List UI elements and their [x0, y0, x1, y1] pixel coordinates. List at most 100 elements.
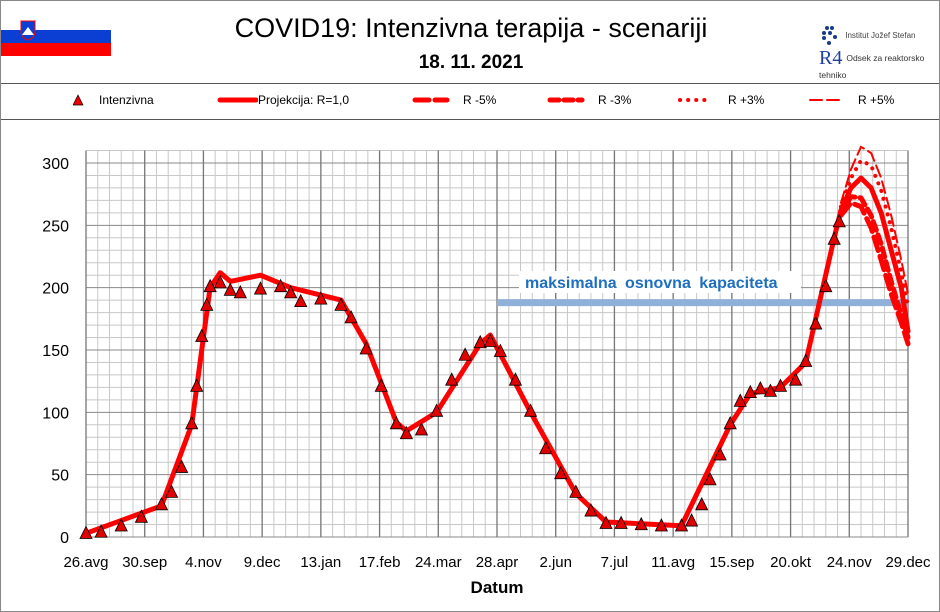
chart-title: COVID19: Intenzivna terapija - scenariji [234, 13, 708, 43]
observed-point [508, 372, 523, 386]
chart-date: 18. 11. 2021 [418, 52, 524, 73]
legend-item: R -5% [411, 93, 496, 107]
observed-point [703, 472, 717, 486]
observed-point [174, 459, 189, 473]
r4-logo: R4 Odsek za reaktorsko tehniko [819, 47, 939, 80]
observed-point [599, 515, 613, 529]
legend-label: R +5% [858, 93, 895, 107]
x-tick-label: 28.apr [476, 554, 519, 571]
x-tick-label: 24.nov [827, 554, 873, 571]
observed-point [473, 334, 487, 349]
observed-point [185, 415, 199, 430]
divider [1, 119, 939, 120]
x-tick-label: 2.jun [539, 554, 572, 571]
observed-point [134, 509, 149, 523]
series-line-outline [839, 145, 909, 295]
observed-point [674, 518, 689, 532]
x-tick-label: 17.feb [359, 554, 401, 571]
observed-point [374, 378, 388, 392]
observed-point [695, 496, 709, 511]
observed-point [523, 403, 538, 417]
legend-swatch-icon [73, 94, 84, 106]
ijs-dots-icon [822, 26, 837, 45]
legend-label: R -5% [463, 93, 497, 107]
observed-point [344, 309, 358, 324]
observed-point [614, 515, 628, 529]
observed-point [809, 316, 823, 330]
divider [1, 83, 939, 84]
observed-point [569, 484, 583, 498]
observed-point [733, 393, 747, 407]
observed-point [233, 285, 247, 299]
x-tick-label: 30.sep [122, 554, 167, 571]
legend-item: R +5% [806, 93, 894, 107]
observed-point [799, 353, 813, 367]
x-axis-label: Datum [471, 578, 524, 597]
observed-point [200, 297, 214, 311]
observed-point [713, 447, 727, 461]
observed-point [284, 285, 298, 299]
observed-point [684, 513, 699, 527]
observed-point [584, 503, 598, 517]
observed-point [429, 403, 444, 417]
observed-point [458, 347, 472, 361]
observed-point [334, 297, 348, 311]
x-tick-label: 11.avg [651, 554, 695, 571]
observed-point [539, 440, 553, 455]
observed-point [554, 465, 568, 480]
legend-item: Projekcija: R=1,0 [216, 93, 349, 107]
y-tick-label: 150 [42, 343, 69, 360]
x-tick-label: 13.jan [300, 554, 341, 571]
y-tick-label: 100 [42, 405, 69, 422]
observed-point [827, 231, 841, 245]
legend-swatch-icon [809, 99, 843, 101]
x-tick-label: 7.jul [601, 554, 629, 571]
capacity-label: maksimalna osnovna kapaciteta [525, 275, 778, 292]
observed-point [314, 291, 328, 305]
observed-point [832, 213, 846, 228]
x-tick-label: 24.mar [415, 554, 462, 571]
x-tick-label: 26.avg [63, 554, 108, 571]
observed-point [788, 372, 803, 386]
observed-point [483, 333, 497, 347]
legend-item: Intenzivna [73, 93, 154, 107]
y-tick-label: 200 [42, 281, 69, 298]
observed-point [763, 383, 778, 397]
observed-point [223, 282, 237, 296]
observed-point [190, 378, 204, 392]
observed-point [203, 278, 217, 293]
observed-point [634, 516, 648, 531]
series-line-dot [838, 158, 910, 309]
observed-point [399, 425, 414, 440]
x-tick-label: 9.dec [244, 554, 281, 571]
legend-label: R +3% [728, 93, 765, 107]
y-tick-label: 0 [60, 530, 69, 547]
x-tick-label: 4.nov [185, 554, 222, 571]
series-line-solid [83, 175, 911, 536]
observed-point [753, 380, 768, 395]
x-tick-label: 29.dec [885, 554, 931, 571]
observed-point [359, 341, 373, 355]
legend-label: Intenzivna [99, 93, 154, 107]
legend-swatch-icon [547, 97, 585, 103]
x-tick-label: 20.okt [770, 554, 812, 571]
legend-swatch-icon [678, 98, 714, 102]
y-tick-label: 50 [51, 468, 69, 485]
observed-point [164, 484, 179, 498]
y-tick-label: 300 [42, 156, 69, 173]
observed-point [493, 343, 508, 357]
observed-point [743, 384, 757, 399]
legend-label: Projekcija: R=1,0 [258, 93, 350, 107]
r4-mark: R4 [819, 47, 843, 69]
ijs-logo: Institut Jožef Stefan [821, 25, 916, 47]
observed-point [445, 372, 459, 386]
observed-point [723, 415, 737, 430]
observed-point [114, 518, 128, 532]
observed-point [273, 278, 288, 293]
observed-point [773, 378, 788, 392]
y-tick-label: 250 [42, 218, 69, 235]
series-line-dash [838, 194, 911, 340]
x-tick-label: 15.sep [709, 554, 754, 571]
